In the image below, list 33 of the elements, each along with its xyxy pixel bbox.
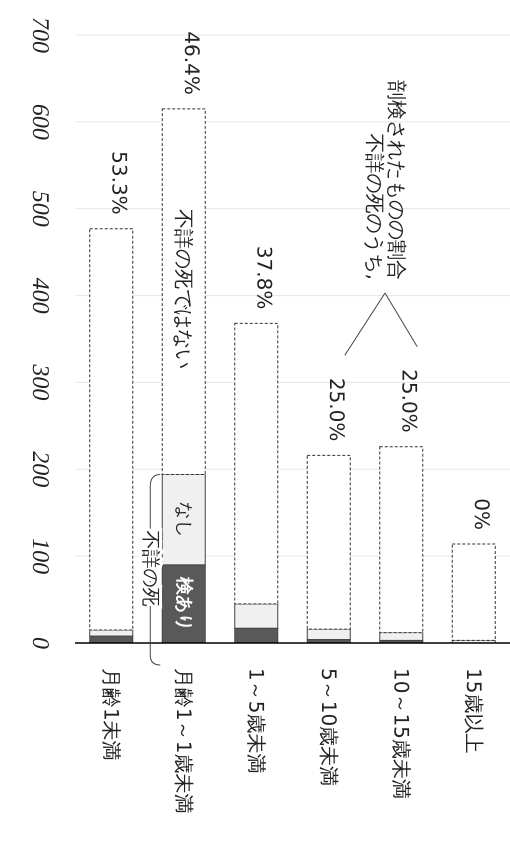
- y-tick-label: 0: [27, 637, 53, 649]
- annotation: 25.0%: [397, 369, 422, 433]
- series-label: 検あり: [173, 576, 194, 631]
- y-tick-label: 400: [27, 278, 53, 314]
- bar: [234, 322, 278, 604]
- y-tick-label: 100: [27, 538, 53, 574]
- annotation: 53.3%: [107, 151, 132, 215]
- x-tick-label: 10～15歳未満: [389, 668, 414, 799]
- bar: [306, 454, 351, 630]
- series-label: 不詳の死ではない: [172, 208, 196, 369]
- y-tick-label: 300: [27, 363, 53, 400]
- y-tick-label: 700: [27, 17, 53, 53]
- x-tick-label: 月齢1～1歳未満: [172, 668, 196, 814]
- y-tick-label: 200: [27, 451, 53, 488]
- y-tick-label: 500: [27, 190, 53, 227]
- annotation: 0%: [470, 498, 494, 530]
- annotation: 37.8%: [252, 246, 276, 310]
- annotation: 46.4%: [180, 31, 204, 95]
- bar: [379, 446, 424, 634]
- bar: [379, 632, 424, 641]
- x-tick-label: 月齢1未満: [99, 668, 124, 761]
- series-label: なし: [173, 502, 194, 538]
- annotation: 不詳の死: [139, 530, 162, 607]
- x-tick-label: 5～10歳未満: [316, 668, 341, 786]
- x-tick-label: 1～5歳未満: [244, 668, 268, 774]
- bar: [162, 108, 206, 475]
- bar: [89, 228, 134, 630]
- bar: [306, 628, 351, 640]
- x-tick-label: 15歳以上: [462, 668, 486, 754]
- y-tick-label: 600: [27, 104, 53, 140]
- annotation: 25.0%: [324, 378, 349, 442]
- bar: [452, 543, 496, 641]
- annotation: 不詳の死のうち, 剖検されたものの割合: [363, 80, 409, 280]
